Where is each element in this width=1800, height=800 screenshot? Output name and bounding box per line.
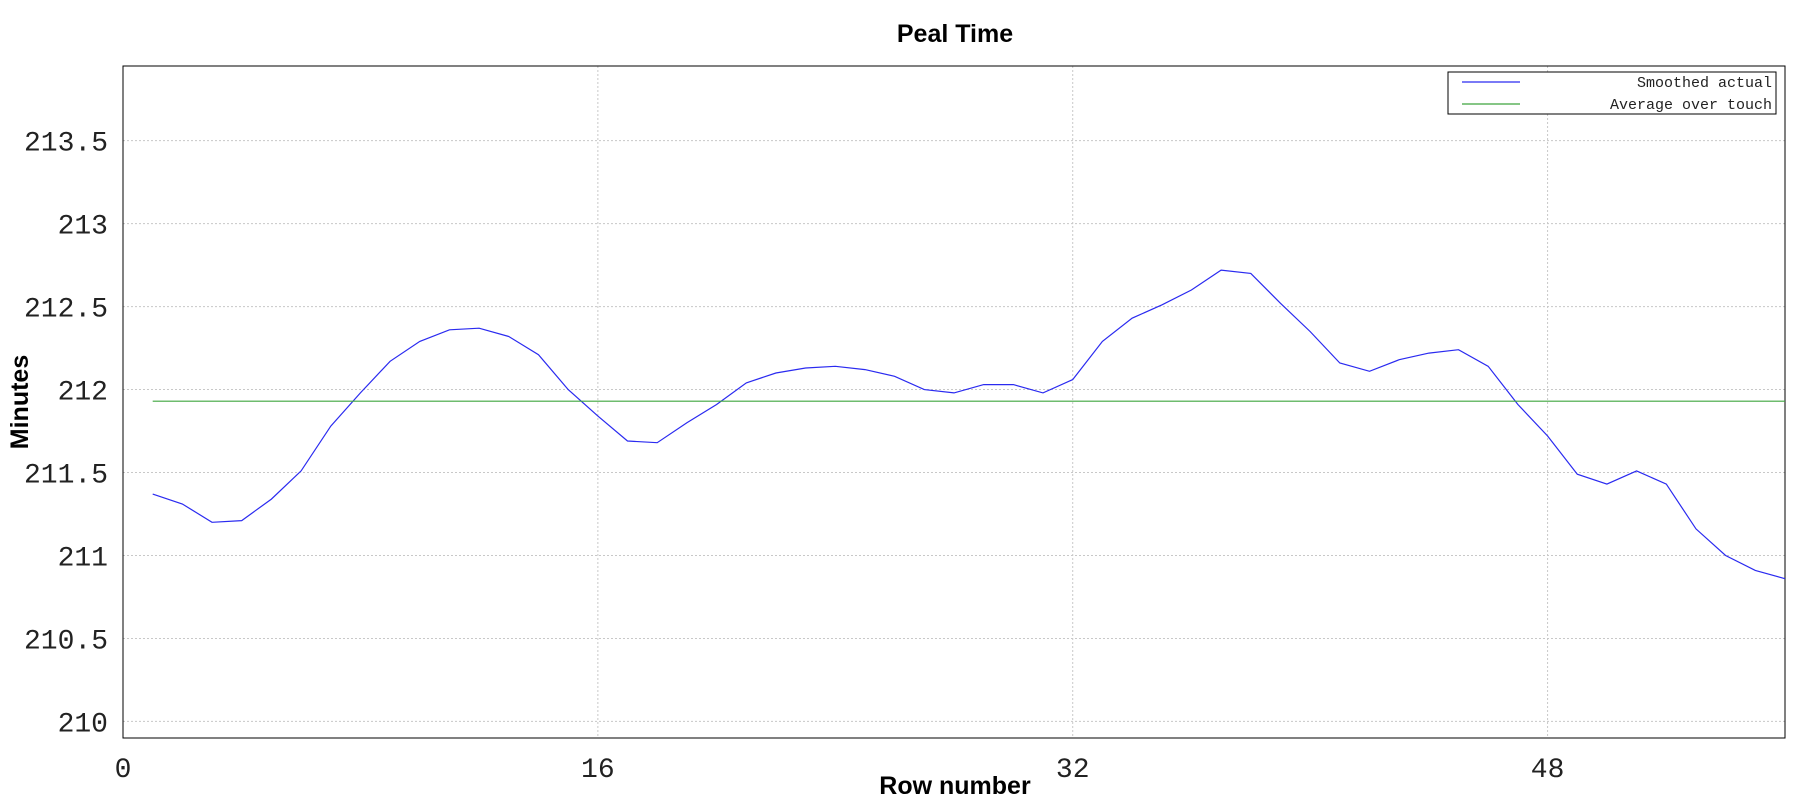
x-tick-label: 32: [1056, 755, 1090, 786]
y-tick-label: 212.5: [24, 295, 108, 326]
legend-box: [1447, 71, 1777, 115]
legend-label: Average over touch: [1610, 97, 1772, 114]
x-tick-label: 48: [1531, 755, 1565, 786]
x-axis-label: Row number: [879, 772, 1031, 800]
y-tick-label: 210.5: [24, 626, 108, 657]
y-tick-label: 211: [58, 543, 108, 574]
legend-label: Smoothed actual: [1637, 75, 1772, 92]
y-tick-label: 213.5: [24, 129, 108, 160]
y-tick-label: 211.5: [24, 461, 108, 492]
grid-lines: [123, 66, 1785, 738]
y-axis-label: Minutes: [6, 355, 34, 449]
plot-frame: [122, 65, 1786, 739]
y-tick-label: 210: [58, 709, 108, 740]
x-tick-label: 16: [581, 755, 615, 786]
x-tick-label: 0: [115, 755, 132, 786]
y-tick-label: 212: [58, 378, 108, 409]
tick-labels: 0 16 32 48 210 210.5 211 211.5 212 212.5 213 213.5: [24, 129, 1564, 786]
series-line-1: [152, 269, 1786, 580]
series-lines: [152, 269, 1786, 580]
y-tick-label: 213: [58, 212, 108, 243]
legend: Smoothed actual Average over touch: [1447, 71, 1777, 115]
chart-title: Peal Time: [897, 20, 1013, 48]
